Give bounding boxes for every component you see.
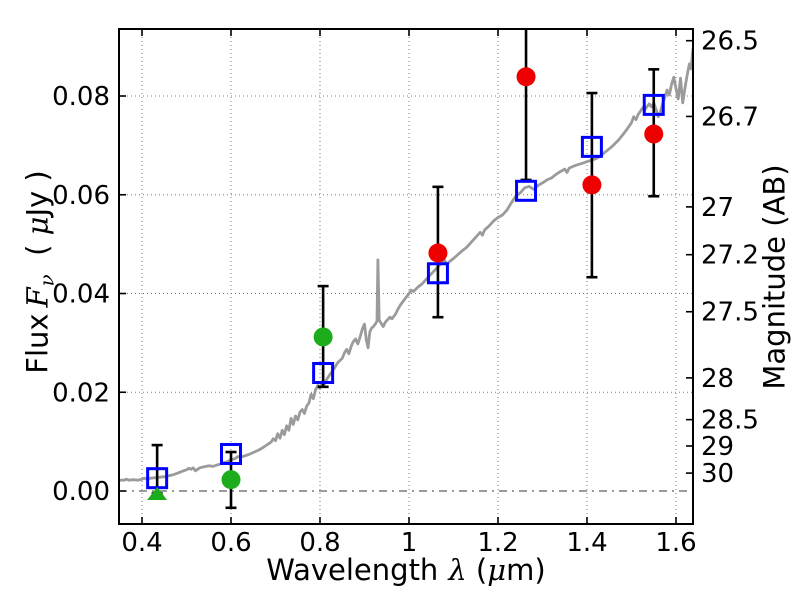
x-tick-label: 0.8	[299, 528, 340, 558]
flux-unit-open: (	[20, 235, 55, 275]
triangle-marker	[147, 486, 168, 500]
square-marker	[515, 179, 538, 202]
lambda-symbol: λ	[448, 553, 467, 587]
green-circle-marker	[221, 470, 241, 490]
x-tick-label: 0.4	[121, 528, 162, 558]
magnitude-tick-label: 28.5	[701, 406, 759, 436]
mu-symbol: μ	[487, 553, 507, 587]
x-axis-unit-close: m)	[506, 553, 546, 587]
magnitude-tick-label: 26.7	[701, 102, 759, 132]
plot-border	[118, 28, 694, 525]
x-axis-label-text: Wavelength	[266, 553, 439, 587]
y-tick-label: 0.00	[52, 477, 110, 507]
magnitude-tick-label: 30	[701, 459, 734, 489]
magnitude-tick-label: 27.5	[701, 298, 759, 328]
magnitude-tick-label: 29	[701, 432, 734, 462]
magnitude-tick-label: 27	[701, 193, 734, 223]
x-tick-label: 1.2	[477, 528, 518, 558]
square-marker	[312, 362, 335, 385]
x-tick-label: 0.6	[210, 528, 251, 558]
magnitude-tick-label: 27.2	[701, 241, 759, 271]
x-tick-label: 1	[401, 528, 418, 558]
y-tick-label: 0.08	[52, 82, 110, 112]
y-tick-label: 0.06	[52, 181, 110, 211]
red-circle-marker	[428, 243, 448, 263]
nu-subscript: ν	[35, 274, 59, 287]
y-axis-label-right: Magnitude (AB)	[757, 164, 792, 390]
x-axis-unit-open: (	[466, 553, 488, 587]
red-circle-marker	[644, 124, 664, 144]
red-circle-marker	[582, 175, 602, 195]
x-tick-label: 1.4	[566, 528, 607, 558]
green-circle-marker	[313, 327, 333, 347]
flux-symbol: F	[20, 287, 55, 308]
y-tick-label: 0.04	[52, 280, 110, 310]
y-axis-label-left: Flux Fν ( μJy )	[20, 170, 59, 374]
magnitude-tick-label: 28	[701, 364, 734, 394]
spectrum-line	[119, 47, 693, 482]
square-marker	[220, 442, 243, 465]
magnitude-label-text: Magnitude (AB)	[757, 164, 792, 390]
y-tick-label: 0.02	[52, 378, 110, 408]
mu-symbol: μ	[20, 216, 55, 236]
x-axis-label: Wavelength λ (μm)	[119, 556, 693, 585]
red-circle-marker	[516, 67, 536, 87]
flux-unit-close: Jy )	[20, 170, 55, 217]
square-marker	[426, 262, 449, 285]
magnitude-tick-label: 26.5	[701, 27, 759, 57]
square-marker	[580, 135, 603, 158]
x-tick-label: 1.6	[655, 528, 696, 558]
flux-label-text: Flux	[20, 313, 55, 374]
square-marker	[642, 93, 665, 116]
